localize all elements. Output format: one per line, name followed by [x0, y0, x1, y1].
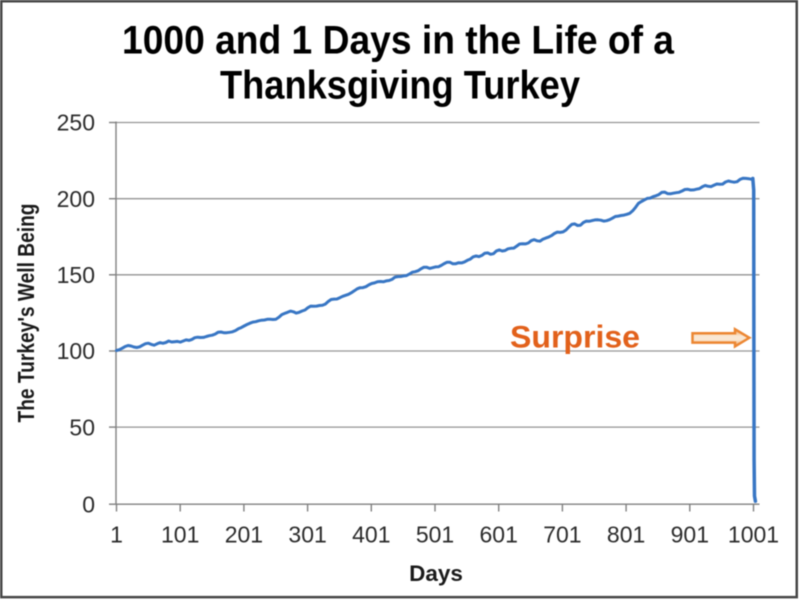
svg-text:901: 901: [671, 522, 709, 548]
svg-text:Surprise: Surprise: [510, 319, 640, 355]
svg-text:601: 601: [480, 522, 518, 548]
svg-text:0: 0: [82, 491, 95, 517]
svg-text:701: 701: [543, 522, 581, 548]
svg-text:The Turkey's Well Being: The Turkey's Well Being: [13, 204, 39, 423]
svg-text:401: 401: [352, 522, 390, 548]
svg-text:1000 and 1 Days in the Life of: 1000 and 1 Days in the Life of a: [122, 19, 675, 63]
svg-text:301: 301: [288, 522, 326, 548]
svg-text:100: 100: [57, 338, 95, 364]
svg-text:50: 50: [69, 414, 95, 440]
svg-text:Thanksgiving Turkey: Thanksgiving Turkey: [220, 64, 581, 108]
svg-text:1: 1: [110, 522, 123, 548]
svg-text:Days: Days: [409, 561, 463, 586]
svg-text:200: 200: [57, 186, 95, 212]
svg-text:201: 201: [225, 522, 263, 548]
svg-text:101: 101: [161, 522, 199, 548]
svg-text:150: 150: [57, 262, 95, 288]
svg-text:1001: 1001: [728, 522, 779, 548]
svg-text:801: 801: [607, 522, 645, 548]
svg-text:501: 501: [416, 522, 454, 548]
svg-text:250: 250: [57, 110, 95, 136]
